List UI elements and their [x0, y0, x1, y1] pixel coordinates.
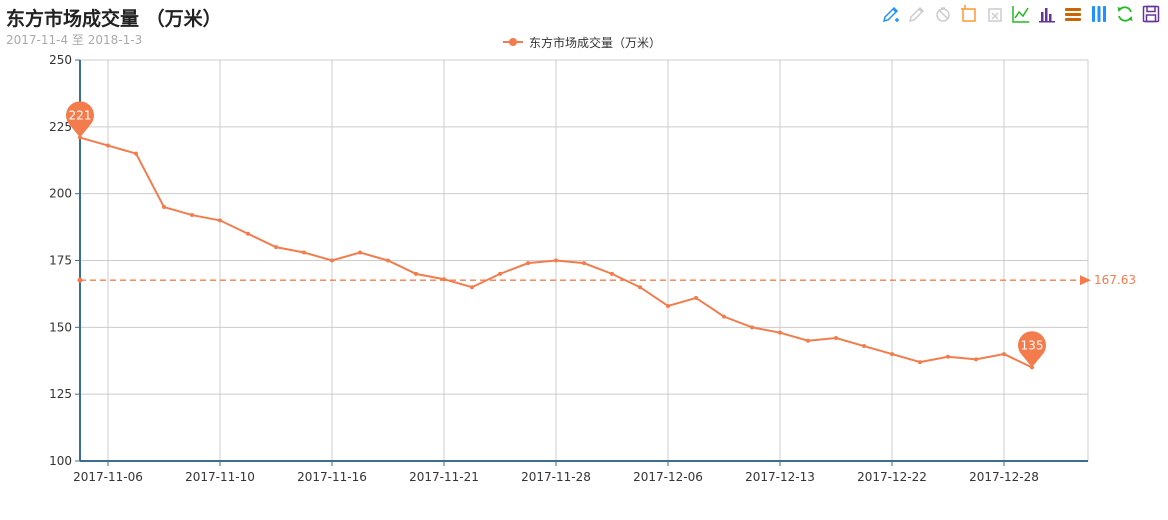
mark-point-shape [1018, 331, 1046, 368]
mark-clear-icon [936, 7, 950, 22]
y-axis-ticks: 100 125 150 175 200 225 250 [49, 53, 80, 468]
data-zoom-button[interactable] [958, 3, 980, 25]
x-tick-label: 2017-11-16 [297, 470, 367, 484]
y-tick-label: 150 [49, 320, 72, 334]
save-image-icon [1142, 5, 1160, 23]
data-point [302, 250, 306, 255]
mark-point-pin: 135 [1018, 331, 1046, 368]
data-point [246, 231, 250, 236]
mark-undo-button[interactable] [906, 3, 928, 25]
y-tick-label: 250 [49, 53, 72, 67]
grid [80, 59, 1089, 461]
average-line-start [77, 277, 83, 283]
y-tick-label: 200 [49, 187, 72, 201]
bar-chart-icon [1039, 8, 1055, 23]
y-tick-label: 175 [49, 254, 72, 268]
data-point [610, 271, 614, 276]
x-tick-label: 2017-12-28 [969, 470, 1039, 484]
series-points [78, 135, 1034, 370]
restore-button[interactable] [1114, 3, 1136, 25]
data-point [554, 258, 558, 263]
legend-label: 东方市场成交量（万米） [529, 35, 662, 50]
line-chart-button[interactable] [1010, 3, 1032, 25]
data-point [526, 261, 530, 266]
legend-symbol-icon [503, 38, 523, 46]
tiled-button[interactable] [1088, 3, 1110, 25]
data-point [694, 295, 698, 300]
chart-subtitle: 2017-11-4 至 2018-1-3 [6, 33, 143, 47]
data-point [666, 303, 670, 308]
data-point [134, 151, 138, 156]
data-point [890, 352, 894, 357]
mark-clear-button[interactable] [932, 3, 954, 25]
toolbox [876, 3, 1162, 25]
data-point [358, 250, 362, 255]
mark-point-pin: 221 [66, 101, 94, 138]
data-point [274, 245, 278, 250]
data-point [442, 277, 446, 282]
mark-undo-icon [908, 6, 925, 23]
restore-icon [1117, 6, 1133, 22]
data-point [582, 261, 586, 266]
data-point [862, 344, 866, 349]
data-point [750, 325, 754, 330]
data-point [330, 258, 334, 263]
data-point [218, 218, 222, 223]
mark-point-label: 221 [69, 109, 92, 123]
mark-points: 221 135 [66, 101, 1046, 368]
x-tick-label: 2017-11-06 [73, 470, 143, 484]
data-point [918, 360, 922, 365]
mark-icon [882, 6, 899, 23]
bar-chart-button[interactable] [1036, 3, 1058, 25]
data-point [470, 285, 474, 290]
average-line-label: 167.63 [1094, 273, 1136, 287]
x-tick-label: 2017-12-06 [633, 470, 703, 484]
x-tick-label: 2017-11-21 [409, 470, 479, 484]
save-image-button[interactable] [1140, 3, 1162, 25]
data-zoom-icon [961, 5, 976, 22]
data-point [806, 338, 810, 343]
mark-button[interactable] [880, 3, 902, 25]
data-point [638, 285, 642, 290]
x-tick-label: 2017-11-10 [185, 470, 255, 484]
data-point [834, 336, 838, 341]
y-tick-label: 225 [49, 120, 72, 134]
mark-point-shape [66, 101, 94, 138]
data-point [162, 205, 166, 210]
data-point [778, 330, 782, 335]
average-line-arrow [1080, 275, 1091, 286]
x-tick-label: 2017-11-28 [521, 470, 591, 484]
line-chart-icon [1012, 6, 1029, 23]
data-zoom-reset-icon [988, 8, 1002, 22]
data-point [414, 271, 418, 276]
chart-title: 东方市场成交量 （万米） [6, 8, 222, 30]
data-point [190, 213, 194, 218]
mark-point-label: 135 [1021, 338, 1044, 352]
data-point [722, 314, 726, 319]
legend-item[interactable]: 东方市场成交量（万米） [502, 34, 661, 50]
x-tick-label: 2017-12-13 [745, 470, 815, 484]
stack-button[interactable] [1062, 3, 1084, 25]
data-zoom-reset-button[interactable] [984, 3, 1006, 25]
data-point [974, 357, 978, 362]
data-point [498, 271, 502, 276]
average-mark-line: 167.63 [77, 273, 1136, 287]
tiled-icon [1092, 6, 1106, 22]
data-point [1002, 352, 1006, 357]
x-axis-ticks: 2017-11-06 2017-11-10 2017-11-16 2017-11-21… [73, 461, 1039, 484]
data-point [946, 354, 950, 359]
x-tick-label: 2017-12-22 [857, 470, 927, 484]
data-point [386, 258, 390, 263]
data-point [106, 143, 110, 148]
stack-icon [1065, 8, 1081, 21]
y-tick-label: 125 [49, 387, 72, 401]
y-tick-label: 100 [49, 454, 72, 468]
